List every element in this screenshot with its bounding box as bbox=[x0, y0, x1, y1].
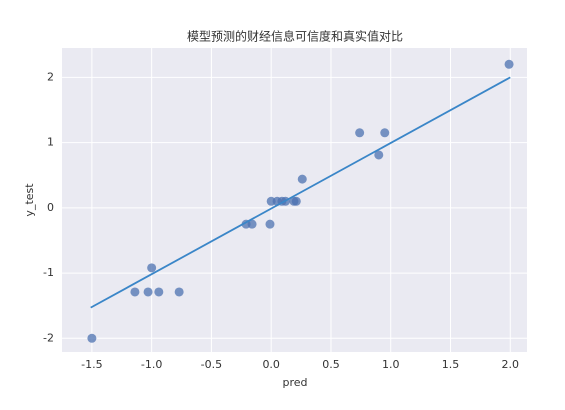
point bbox=[154, 287, 164, 297]
y-tick-label: 0 bbox=[47, 201, 54, 214]
x-tick-label: 1.0 bbox=[382, 358, 400, 371]
regression-line bbox=[90, 76, 511, 309]
point bbox=[297, 174, 307, 184]
y-tick-label: 1 bbox=[47, 136, 54, 149]
point bbox=[147, 263, 157, 273]
x-tick-label: -1.5 bbox=[81, 358, 102, 371]
point bbox=[247, 219, 257, 229]
x-tick-label: 0.0 bbox=[262, 358, 280, 371]
chart-title: 模型预测的财经信息可信度和真实值对比 bbox=[187, 29, 403, 44]
point bbox=[355, 128, 365, 138]
point bbox=[291, 196, 301, 206]
y-tick-label: -1 bbox=[43, 266, 54, 279]
x-tick-label: -0.5 bbox=[201, 358, 222, 371]
point bbox=[265, 219, 275, 229]
point bbox=[380, 128, 390, 138]
y-axis-label: y_test bbox=[23, 183, 36, 217]
point bbox=[87, 333, 97, 343]
x-tick-label: 0.5 bbox=[322, 358, 340, 371]
point bbox=[143, 287, 153, 297]
point bbox=[374, 150, 384, 160]
x-tick-label: 1.5 bbox=[442, 358, 460, 371]
point bbox=[504, 59, 514, 69]
x-axis-label: pred bbox=[282, 376, 307, 389]
point bbox=[130, 287, 140, 297]
point bbox=[174, 287, 184, 297]
x-tick-label: 2.0 bbox=[502, 358, 520, 371]
y-tick-label: -2 bbox=[43, 331, 54, 344]
y-tick-label: 2 bbox=[47, 70, 54, 83]
x-tick-label: -1.0 bbox=[141, 358, 162, 371]
